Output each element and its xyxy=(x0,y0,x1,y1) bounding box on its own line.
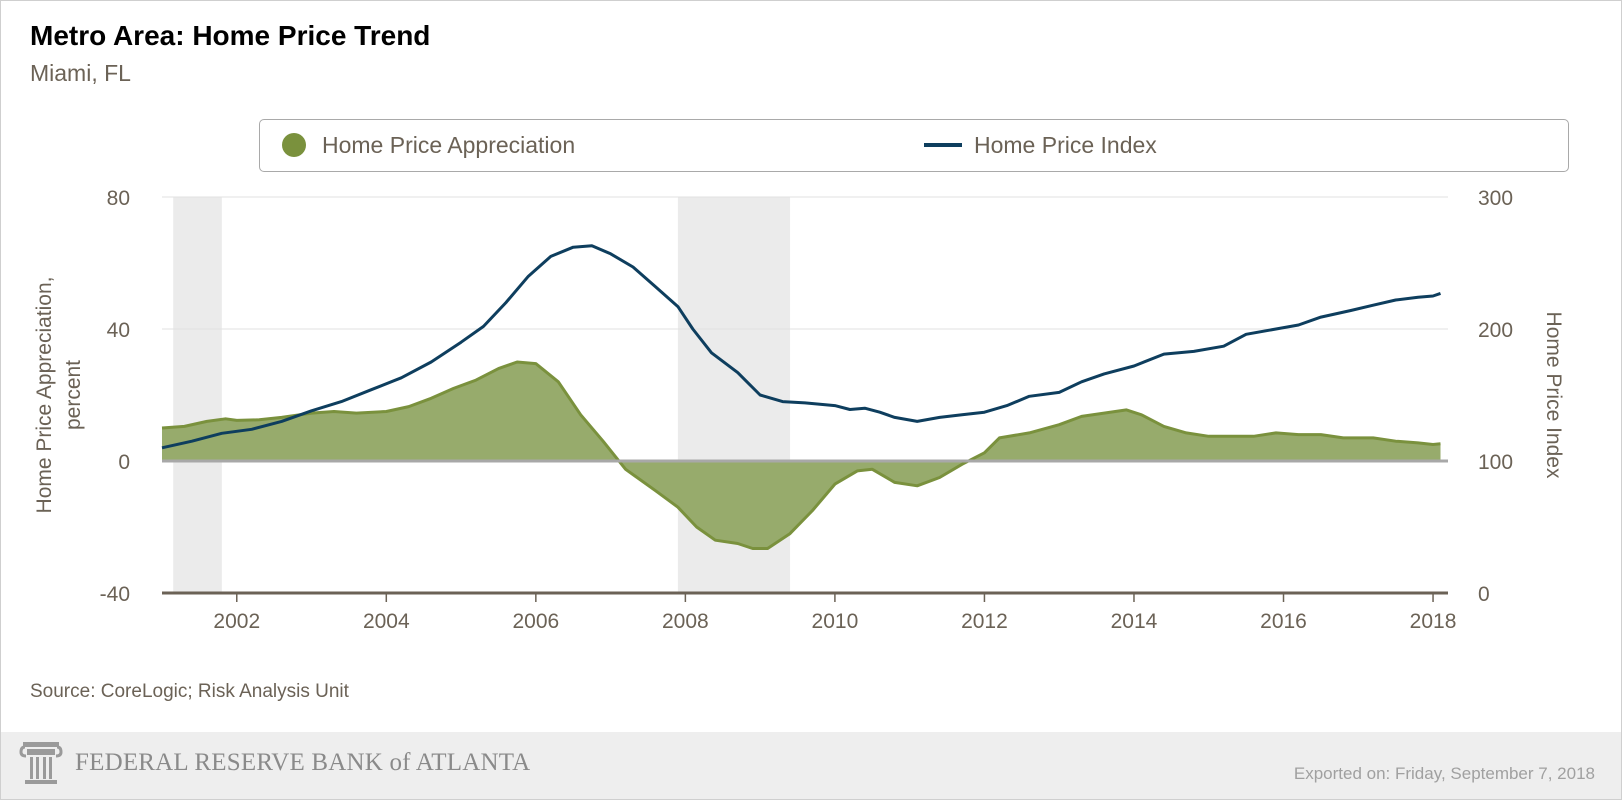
export-date: Exported on: Friday, September 7, 2018 xyxy=(1293,764,1595,783)
appreciation-line xyxy=(161,360,1441,550)
chart-title: Metro Area: Home Price Trend xyxy=(30,20,431,51)
y-left-tick-label--40: -40 xyxy=(100,583,130,606)
x-tick-label-2002: 2002 xyxy=(213,610,260,633)
source-note: Source: CoreLogic; Risk Analysis Unit xyxy=(30,681,349,702)
logo-text: FEDERAL RESERVE BANK of ATLANTA xyxy=(75,749,531,776)
y-left-axis-label-line-2: percent xyxy=(62,360,85,430)
x-tick-label-2016: 2016 xyxy=(1260,610,1307,633)
x-tick-label-2004: 2004 xyxy=(363,610,410,633)
x-tick-label-2018: 2018 xyxy=(1410,610,1457,633)
y-right-tick-label-100: 100 xyxy=(1478,451,1513,474)
legend: Home Price Appreciation Home Price Index xyxy=(259,119,1569,172)
fed-logo: FEDERAL RESERVE BANK of ATLANTA xyxy=(19,740,530,786)
legend-item-appreciation[interactable]: Home Price Appreciation xyxy=(282,120,575,170)
legend-label-index: Home Price Index xyxy=(974,131,1157,158)
appreciation-area xyxy=(162,362,1441,549)
legend-swatch-index xyxy=(924,143,962,147)
x-tick-label-2012: 2012 xyxy=(961,610,1008,633)
x-tick-label-2014: 2014 xyxy=(1111,610,1158,633)
chart-subtitle: Miami, FL xyxy=(30,60,131,86)
index-line xyxy=(161,244,1441,450)
y-left-tick-label-0: 0 xyxy=(118,451,130,474)
chart-plot: 2002 2004 2006 2008 2010 2012 2014 2016 2018 -40 0… xyxy=(33,187,1565,633)
legend-item-index[interactable]: Home Price Index xyxy=(924,120,1157,170)
x-tick-label-2010: 2010 xyxy=(812,610,859,633)
y-right-tick-label-0: 0 xyxy=(1478,583,1490,606)
y-right-tick-label-300: 300 xyxy=(1478,187,1513,210)
footer-bar: FEDERAL RESERVE BANK of ATLANTA Exported… xyxy=(1,732,1621,799)
y-left-tick-label-40: 40 xyxy=(107,319,130,342)
y-left-tick-label-80: 80 xyxy=(107,187,130,210)
recession-band-0 xyxy=(173,197,222,593)
y-right-tick-label-200: 200 xyxy=(1478,319,1513,342)
column-capital-icon xyxy=(19,742,63,784)
y-left-axis-label-line-1: Home Price Appreciation, xyxy=(33,277,56,514)
legend-label-appreciation: Home Price Appreciation xyxy=(322,131,576,158)
y-right-axis-label: Home Price Index xyxy=(1542,312,1565,479)
x-tick-label-2008: 2008 xyxy=(662,610,709,633)
x-tick-label-2006: 2006 xyxy=(512,610,559,633)
legend-swatch-appreciation xyxy=(282,133,306,157)
